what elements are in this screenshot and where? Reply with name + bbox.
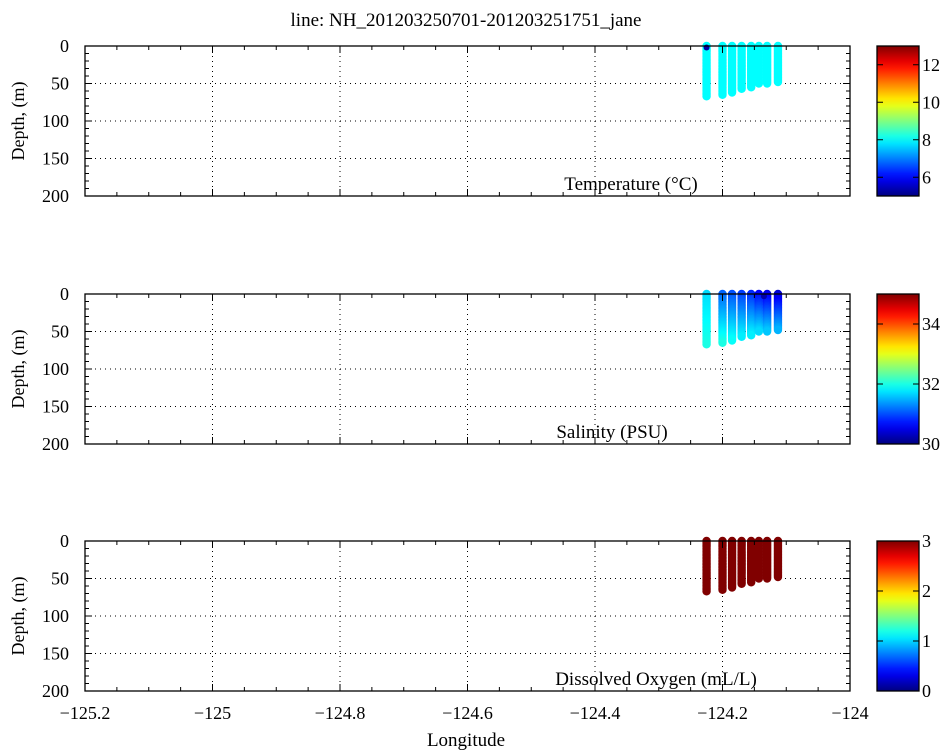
x-tick-label: −124.6 [442,703,493,723]
data-point [718,90,727,99]
panel-annotation: Temperature (°C) [564,174,697,195]
y-tick-label: 200 [42,681,69,701]
y-tick-label: 150 [42,149,69,169]
colorbar-tick-label: 32 [922,374,940,394]
data-point [754,327,764,336]
x-axis-label: Longitude [427,730,505,751]
x-tick-label: −124 [831,703,868,723]
data-point [702,340,711,349]
colorbar [876,540,920,692]
x-tick-label: −125.2 [60,703,111,723]
data-point [737,84,746,93]
data-point [702,92,711,101]
y-tick-label: 0 [60,36,69,56]
panel-salinity: 0 50 100 150 200 Depth, (m) Salinity (PSU) 30 32… [8,284,940,454]
data-point [754,574,764,583]
y-tick-label: 100 [42,606,69,626]
data-point [727,336,737,345]
data-point [754,79,764,88]
data-point [737,579,746,588]
data-point [760,293,767,300]
y-tick-label: 150 [42,397,69,417]
colorbar-tick-label: 6 [922,167,931,187]
y-axis-label: Depth, (m) [8,330,29,409]
colorbar [876,45,920,197]
colorbar [876,293,920,445]
data-point [737,332,746,341]
y-tick-label: 200 [42,434,69,454]
y-tick-label: 100 [42,359,69,379]
panel-annotation: Dissolved Oxygen (mL/L) [555,669,757,690]
x-tick-label: −124.8 [315,703,366,723]
y-tick-label: 100 [42,111,69,131]
data-point [773,325,783,335]
figure-title: line: NH_201203250701-201203251751_jane [291,10,642,31]
y-tick-label: 0 [60,531,69,551]
data-point [746,331,756,340]
panel-temperature: 0 50 100 150 200 Depth, (m) Temperature (°C) 6 8… [8,36,940,206]
y-tick-label: 200 [42,186,69,206]
data-point [718,585,727,594]
colorbar-tick-label: 1 [922,631,931,651]
panel-oxygen: 0 50 100 150 200 Depth, (m) Dissolved Oxygen (… [8,531,931,701]
y-axis-label: Depth, (m) [8,577,29,656]
data-point [702,587,711,596]
data-point [746,83,756,92]
colorbar-tick-label: 3 [922,531,931,551]
data-point [718,338,727,347]
y-axis-label: Depth, (m) [8,82,29,161]
colorbar-tick-label: 12 [922,55,940,75]
data-point [727,583,737,592]
colorbar-tick-label: 8 [922,130,931,150]
y-tick-label: 50 [51,569,69,589]
x-tick-label: −124.4 [570,703,621,723]
data-points [702,536,783,596]
data-point [762,574,772,583]
data-points [702,289,783,349]
colorbar-tick-label: 0 [922,681,931,701]
y-tick-label: 150 [42,644,69,664]
y-tick-label: 0 [60,284,69,304]
data-point [773,77,783,87]
y-tick-label: 50 [51,322,69,342]
data-point [773,572,783,582]
x-tick-label: −124.2 [697,703,748,723]
colorbar-tick-label: 2 [922,581,931,601]
data-points [702,41,783,101]
data-point [762,79,772,88]
colorbar-tick-label: 10 [922,92,940,112]
panel-annotation: Salinity (PSU) [556,422,667,443]
y-tick-label: 50 [51,74,69,94]
data-point [762,327,772,336]
data-point [746,578,756,587]
data-point [727,88,737,97]
colorbar-tick-label: 34 [922,314,940,334]
colorbar-tick-label: 30 [922,434,940,454]
x-tick-label: −125 [194,703,231,723]
